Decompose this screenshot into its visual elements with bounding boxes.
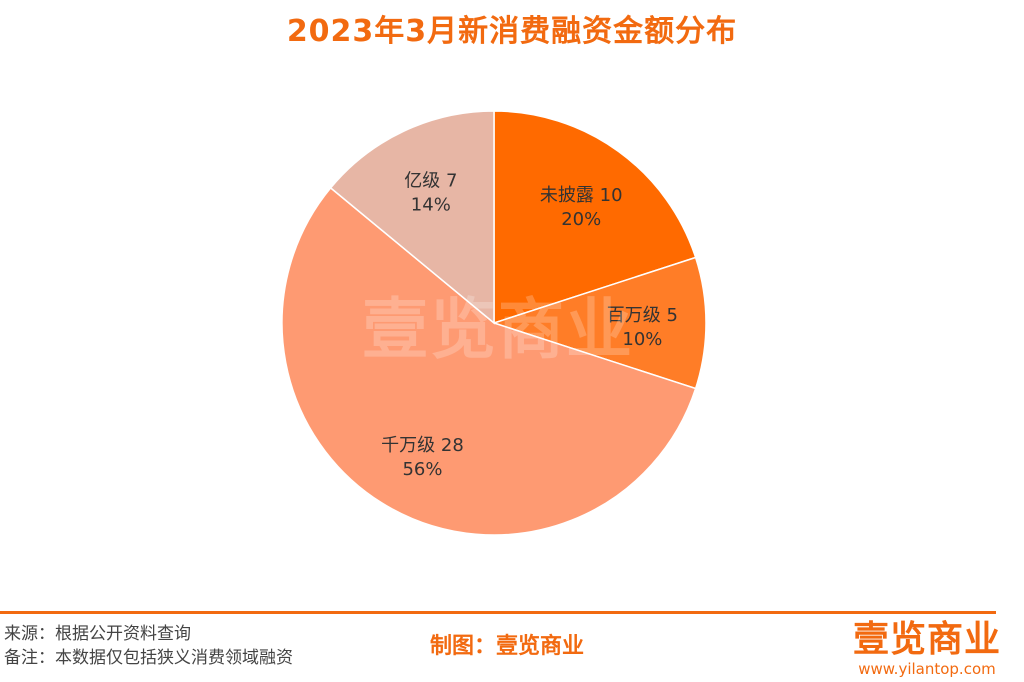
slice-label-2: 千万级 28 bbox=[381, 435, 464, 456]
source-text: 来源：根据公开资料查询 bbox=[4, 624, 191, 644]
slice-percent-3: 14% bbox=[411, 195, 451, 216]
footer-notes: 来源：根据公开资料查询 备注：本数据仅包括狭义消费领域融资 bbox=[4, 622, 293, 670]
chart-title: 2023年3月新消费融资金额分布 bbox=[286, 14, 738, 49]
logo-mark: 壹览商业 bbox=[852, 619, 1001, 660]
slice-label-3: 亿级 7 bbox=[404, 171, 457, 192]
pie-slice-2 bbox=[281, 186, 697, 536]
maker-credit: 制图：壹览商业 bbox=[430, 634, 585, 659]
slice-percent-0: 20% bbox=[561, 209, 601, 230]
slice-label-1: 百万级 5 bbox=[607, 305, 678, 326]
brand-logo: 壹览商业 www.yilantop.com bbox=[852, 619, 1002, 679]
slice-percent-1: 10% bbox=[622, 329, 662, 350]
footer-divider bbox=[0, 611, 996, 614]
pie-slice-0 bbox=[493, 110, 697, 325]
site-url[interactable]: www.yilantop.com bbox=[858, 660, 996, 678]
slice-percent-2: 56% bbox=[402, 459, 442, 480]
slice-label-0: 未披露 10 bbox=[540, 185, 623, 206]
pie-slice-1 bbox=[491, 256, 707, 390]
pie-slice-3 bbox=[329, 110, 495, 325]
note-text: 备注：本数据仅包括狭义消费领域融资 bbox=[4, 648, 293, 668]
